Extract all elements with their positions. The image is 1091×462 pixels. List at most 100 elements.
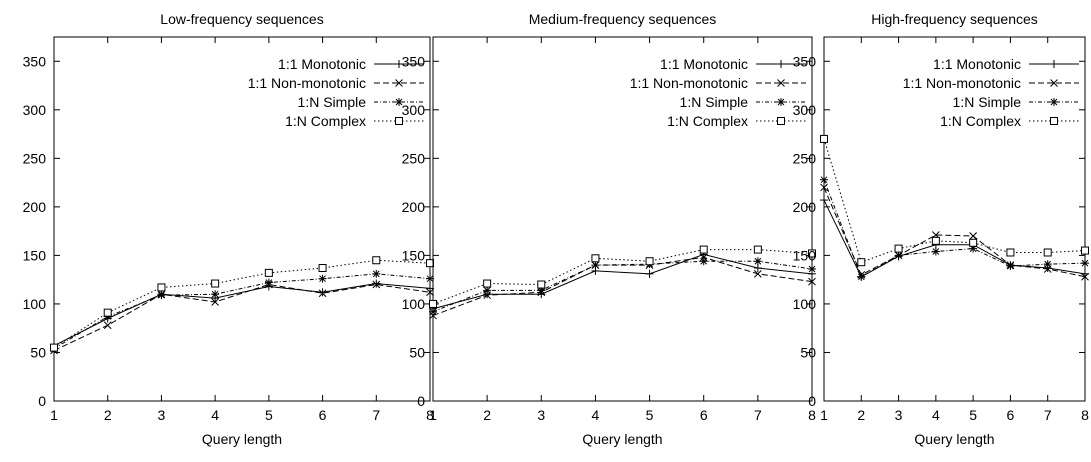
data-point [857,258,866,267]
data-point [820,175,828,184]
y-tick-label: 0 [808,393,816,409]
data-point [426,259,434,268]
x-tick-label: 6 [1007,407,1015,423]
data-point [1043,248,1052,257]
x-tick-label: 1 [50,407,58,423]
x-tick-label: 8 [426,407,434,423]
plot-frame [432,36,813,402]
data-point [1081,246,1089,255]
y-tick-label: 50 [30,344,46,360]
x-tick-label: 2 [483,407,491,423]
series-line [823,138,1086,263]
y-tick-label: 50 [800,344,816,360]
y-tick-label: 0 [38,393,46,409]
legend-label: 1:1 Monotonic [278,56,366,72]
legend-label: 1:N Simple [953,94,1022,110]
chart-panel: High-frequency sequences 0 50 100 150 200 250 3… [793,11,1089,447]
data-point [103,321,112,330]
x-tick-label: 8 [1081,407,1089,423]
data-point [699,257,708,266]
series-line [53,283,431,347]
legend: 1:1 Monotonic 1:1 Non-monotonic 1:N Simple… [248,56,424,129]
legend-label: 1:N Simple [680,94,749,110]
legend-marker [1050,60,1058,68]
data-point [157,291,166,300]
data-point [591,254,600,263]
legend-marker [777,117,785,125]
x-tick-label: 8 [808,407,816,423]
data-point [808,249,816,258]
y-tick-label: 350 [402,53,426,69]
data-point [264,268,273,277]
x-tick-label: 4 [932,407,940,423]
data-point [157,283,166,292]
chart-title: Low-frequency sequences [160,11,323,27]
y-tick-label: 150 [23,247,47,263]
data-point [894,251,903,260]
data-point [591,261,600,270]
x-tick-label: 4 [592,407,600,423]
x-tick-label: 5 [969,407,977,423]
data-point [754,269,762,278]
data-point [318,274,327,283]
data-point [537,280,546,289]
x-tick-label: 1 [820,407,828,423]
data-point [699,245,708,254]
y-tick-label: 100 [793,296,817,312]
data-point [1081,259,1089,268]
data-point [318,264,327,273]
data-point [753,264,762,273]
y-tick-label: 350 [23,53,47,69]
data-point [318,289,327,298]
y-tick-label: 350 [793,53,817,69]
legend-label: 1:N Complex [940,113,1021,129]
x-axis-label: Query length [914,431,994,447]
legend: 1:1 Monotonic 1:1 Non-monotonic 1:N Simple… [630,56,806,129]
data-point [318,288,327,297]
x-tick-label: 2 [104,407,112,423]
y-tick-label: 250 [402,150,426,166]
legend-marker [777,98,785,106]
data-point [426,288,434,297]
data-point [211,279,220,288]
legend-label: 1:N Complex [667,113,748,129]
data-point [211,298,219,306]
x-tick-label: 1 [429,407,437,423]
x-tick-label: 3 [537,407,545,423]
data-point [429,299,437,308]
legend-marker [395,79,403,87]
legend-marker [1050,98,1058,106]
data-point [645,269,654,278]
legend-marker [777,79,785,87]
data-point [1081,272,1089,281]
series-line [432,260,813,313]
data-point [1006,248,1015,257]
y-tick-label: 300 [793,102,817,118]
legend-label: 1:1 Monotonic [660,56,748,72]
series-line [823,187,1086,278]
legend-marker [1050,117,1058,125]
x-tick-label: 6 [700,407,708,423]
y-tick-label: 250 [23,150,47,166]
legend-marker [395,60,403,68]
chart-title: Medium-frequency sequences [529,11,717,27]
legend-marker [395,117,403,125]
data-point [894,244,903,253]
data-point [103,308,112,317]
data-point [753,257,762,266]
x-tick-label: 6 [319,407,327,423]
legend-label: 1:1 Non-monotonic [248,75,366,91]
data-point [820,196,828,205]
data-point [483,286,492,295]
data-point [931,247,940,256]
data-point [820,134,828,143]
legend-marker [1050,79,1058,87]
data-point [969,232,977,240]
y-tick-label: 200 [23,199,47,215]
x-tick-label: 5 [265,407,273,423]
y-tick-label: 100 [23,296,47,312]
data-point [429,307,437,316]
x-tick-label: 5 [646,407,654,423]
data-point [211,290,220,299]
data-point [820,183,828,192]
